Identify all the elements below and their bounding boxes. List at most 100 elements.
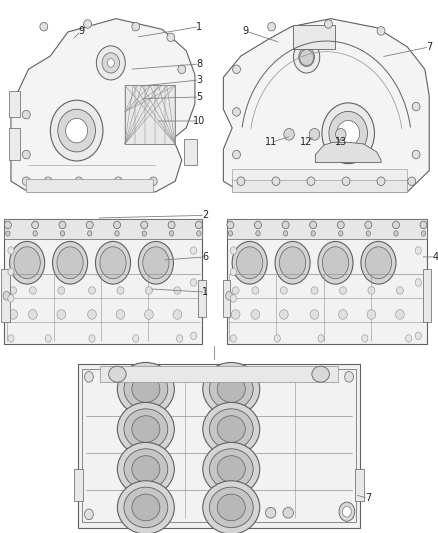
Ellipse shape [168,221,175,229]
Ellipse shape [365,247,392,279]
Ellipse shape [53,241,88,284]
Ellipse shape [60,231,65,236]
Ellipse shape [191,279,197,286]
Ellipse shape [394,231,398,236]
Ellipse shape [203,481,260,533]
Ellipse shape [339,287,346,294]
Text: 1: 1 [202,287,208,297]
Ellipse shape [307,177,315,185]
Ellipse shape [57,310,66,319]
Ellipse shape [311,231,315,236]
Ellipse shape [22,150,30,159]
Ellipse shape [280,287,287,294]
Ellipse shape [8,247,14,254]
Polygon shape [223,19,429,192]
Ellipse shape [28,310,37,319]
Ellipse shape [318,335,324,342]
Ellipse shape [252,287,259,294]
Ellipse shape [191,247,197,254]
Ellipse shape [209,409,253,449]
Ellipse shape [149,177,157,185]
Ellipse shape [343,506,351,517]
Ellipse shape [310,310,319,319]
Ellipse shape [197,231,201,236]
Ellipse shape [6,231,10,236]
Ellipse shape [345,509,353,520]
Ellipse shape [282,221,289,229]
Ellipse shape [58,109,95,152]
Ellipse shape [195,221,202,229]
Ellipse shape [377,27,385,35]
Ellipse shape [230,247,237,254]
Ellipse shape [4,221,11,229]
Text: 13: 13 [335,138,347,147]
Ellipse shape [396,310,404,319]
Text: 10: 10 [193,116,205,126]
Ellipse shape [117,481,174,533]
Text: 9: 9 [78,26,84,36]
Ellipse shape [45,335,51,342]
Ellipse shape [113,221,120,229]
Ellipse shape [88,310,96,319]
Text: 7: 7 [426,42,432,52]
Ellipse shape [95,241,131,284]
Ellipse shape [233,150,240,159]
Ellipse shape [230,295,237,302]
Ellipse shape [362,335,368,342]
Ellipse shape [8,295,14,302]
Ellipse shape [274,335,280,342]
Ellipse shape [272,177,280,185]
Ellipse shape [309,128,320,140]
Ellipse shape [421,231,426,236]
Ellipse shape [116,310,125,319]
Ellipse shape [145,310,153,319]
Ellipse shape [29,287,36,294]
Ellipse shape [33,231,37,236]
Ellipse shape [396,287,403,294]
Ellipse shape [415,279,421,286]
Text: 11: 11 [265,138,278,147]
Bar [423,269,431,322]
Bar [232,169,407,180]
Ellipse shape [337,221,344,229]
Ellipse shape [228,231,233,236]
Ellipse shape [174,287,181,294]
Bar [100,366,338,382]
Ellipse shape [233,65,240,74]
Ellipse shape [337,120,360,146]
Bar [4,219,202,344]
Ellipse shape [217,416,245,442]
Ellipse shape [167,33,175,42]
Ellipse shape [342,177,350,185]
Ellipse shape [311,287,318,294]
Ellipse shape [251,310,260,319]
Ellipse shape [142,231,146,236]
Bar [232,179,407,192]
Ellipse shape [339,502,355,521]
Ellipse shape [275,241,310,284]
Ellipse shape [14,247,40,279]
Ellipse shape [237,177,245,185]
Ellipse shape [304,53,310,61]
Ellipse shape [325,20,332,28]
Ellipse shape [209,369,253,409]
Text: 5: 5 [196,92,202,102]
Ellipse shape [377,177,385,185]
Ellipse shape [279,247,306,279]
Ellipse shape [124,487,168,528]
Ellipse shape [22,110,30,119]
Ellipse shape [50,100,103,161]
Ellipse shape [44,177,52,185]
Bar [223,280,230,317]
Text: 6: 6 [202,252,208,262]
Bar [26,179,153,192]
Ellipse shape [420,221,427,229]
Ellipse shape [312,366,329,382]
Ellipse shape [141,221,148,229]
Ellipse shape [227,221,234,229]
Ellipse shape [230,268,237,276]
Ellipse shape [102,53,120,73]
Ellipse shape [232,287,239,294]
Ellipse shape [230,335,237,342]
Ellipse shape [8,268,14,276]
